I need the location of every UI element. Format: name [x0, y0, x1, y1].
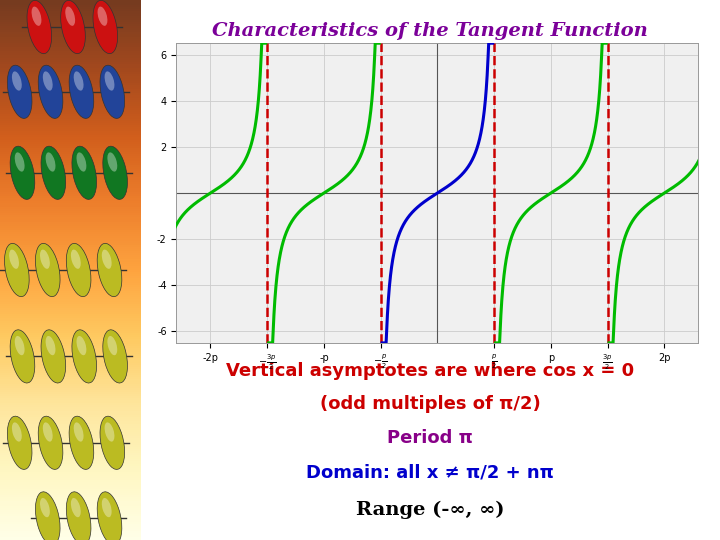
- Ellipse shape: [72, 330, 96, 383]
- Ellipse shape: [42, 422, 53, 442]
- Text: Vertical asymptotes are where cos x = 0: Vertical asymptotes are where cos x = 0: [226, 362, 634, 380]
- Ellipse shape: [73, 71, 84, 91]
- Text: Period π: Period π: [387, 429, 473, 447]
- Ellipse shape: [12, 422, 22, 442]
- Ellipse shape: [102, 249, 112, 269]
- Ellipse shape: [41, 330, 66, 383]
- Ellipse shape: [103, 330, 127, 383]
- Ellipse shape: [69, 416, 94, 469]
- Ellipse shape: [14, 152, 24, 172]
- Ellipse shape: [93, 1, 117, 53]
- Ellipse shape: [45, 336, 55, 355]
- Ellipse shape: [73, 422, 84, 442]
- Ellipse shape: [38, 416, 63, 469]
- Ellipse shape: [98, 6, 107, 26]
- Ellipse shape: [66, 492, 91, 540]
- Ellipse shape: [40, 249, 50, 269]
- Ellipse shape: [42, 71, 53, 91]
- Ellipse shape: [27, 1, 52, 53]
- Ellipse shape: [76, 336, 86, 355]
- Ellipse shape: [107, 152, 117, 172]
- Ellipse shape: [71, 249, 81, 269]
- Ellipse shape: [10, 330, 35, 383]
- Ellipse shape: [12, 71, 22, 91]
- Ellipse shape: [97, 244, 122, 296]
- Ellipse shape: [14, 336, 24, 355]
- Ellipse shape: [9, 249, 19, 269]
- Ellipse shape: [66, 244, 91, 296]
- Text: (odd multiples of π/2): (odd multiples of π/2): [320, 395, 541, 413]
- Ellipse shape: [7, 65, 32, 118]
- Ellipse shape: [69, 65, 94, 118]
- Ellipse shape: [32, 6, 42, 26]
- Ellipse shape: [102, 498, 112, 517]
- Ellipse shape: [72, 146, 96, 199]
- Ellipse shape: [71, 498, 81, 517]
- Ellipse shape: [76, 152, 86, 172]
- Ellipse shape: [107, 336, 117, 355]
- Ellipse shape: [60, 1, 86, 53]
- Ellipse shape: [4, 244, 30, 296]
- Ellipse shape: [35, 492, 60, 540]
- Ellipse shape: [97, 492, 122, 540]
- Ellipse shape: [7, 416, 32, 469]
- Text: Characteristics of the Tangent Function: Characteristics of the Tangent Function: [212, 22, 648, 39]
- Ellipse shape: [41, 146, 66, 199]
- Ellipse shape: [100, 416, 125, 469]
- Ellipse shape: [104, 71, 114, 91]
- Ellipse shape: [10, 146, 35, 199]
- Text: Domain: all x ≠ π/2 + nπ: Domain: all x ≠ π/2 + nπ: [306, 463, 554, 481]
- Ellipse shape: [38, 65, 63, 118]
- Ellipse shape: [66, 6, 75, 26]
- Ellipse shape: [103, 146, 127, 199]
- Ellipse shape: [35, 244, 60, 296]
- Ellipse shape: [104, 422, 114, 442]
- Ellipse shape: [100, 65, 125, 118]
- Text: Range (-∞, ∞): Range (-∞, ∞): [356, 501, 505, 519]
- Ellipse shape: [40, 498, 50, 517]
- Ellipse shape: [45, 152, 55, 172]
